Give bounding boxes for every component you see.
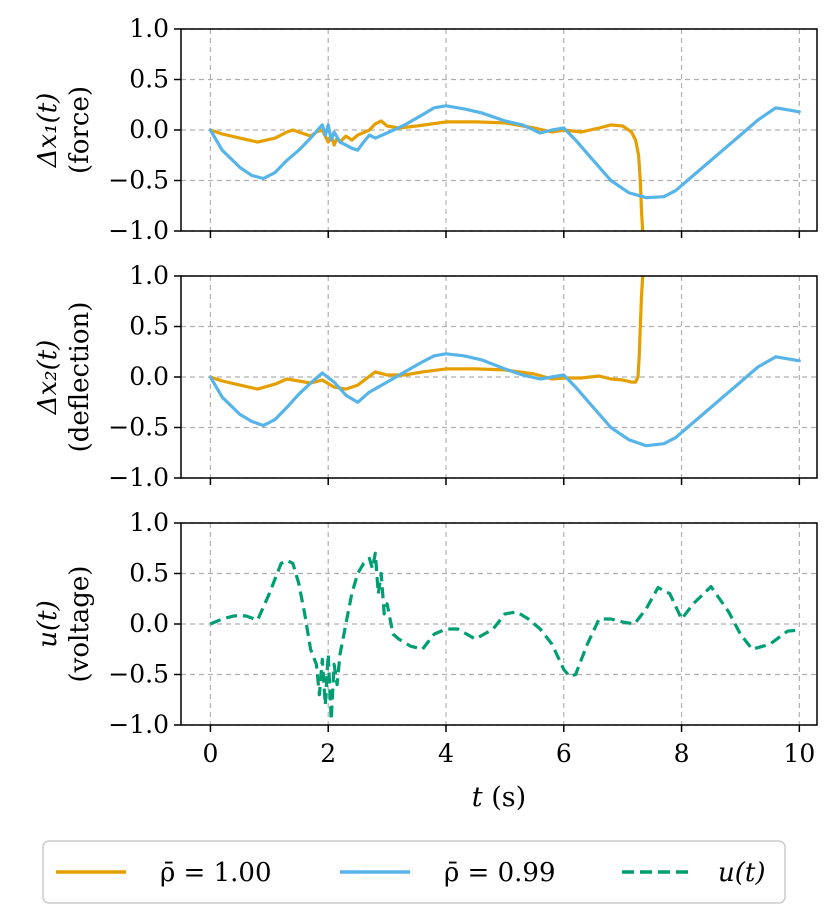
xtick-label-3: 6 (556, 739, 572, 768)
series-line-force-0 (208, 119, 645, 231)
legend-label-rho-1-00: ρ̄ = 1.00 (160, 858, 272, 888)
ylabel-main-voltage: u(t) (33, 600, 63, 647)
xtick-label-4: 8 (674, 739, 690, 768)
y-ticks-deflection: 1.0 0.5 0.0 −0.5 −1.0 (108, 261, 181, 492)
series-line-force-1 (208, 104, 801, 200)
x-ticks-voltage: 0 2 4 6 8 10 (202, 725, 815, 768)
series-line-deflection-0 (208, 276, 645, 391)
ytick-label-voltage-0: 1.0 (129, 508, 169, 537)
ylabel-main-force: Δx₁(t) (33, 93, 63, 169)
ytick-label-deflection-2: 0.0 (129, 362, 169, 391)
ylabel-sub-deflection: (deflection) (65, 302, 95, 453)
ytick-label-force-4: −1.0 (108, 216, 169, 245)
panel-deflection: 1.0 0.5 0.0 −0.5 −1.0 Δx₂(t) (deflection) (33, 261, 818, 492)
y-ticks-force: 1.0 0.5 0.0 −0.5 −1.0 (108, 14, 181, 245)
y-ticks-voltage: 1.0 0.5 0.0 −0.5 −1.0 (108, 508, 181, 739)
x-axis-label-var: t (472, 782, 483, 813)
ylabel-main-deflection: Δx₂(t) (33, 340, 63, 416)
panel-voltage: 1.0 0.5 0.0 −0.5 −1.0 0 2 4 6 8 10 u(t) (voltage) (33, 508, 818, 768)
ytick-label-voltage-2: 0.0 (129, 609, 169, 638)
series-line-voltage-0 (209, 551, 800, 722)
legend-label-u: u(t) (718, 858, 765, 888)
panel-force: 1.0 0.5 0.0 −0.5 −1.0 Δx₁(t) (force) (33, 14, 818, 245)
ytick-label-force-3: −0.5 (108, 166, 169, 195)
ylabel-sub-voltage: (voltage) (65, 566, 95, 683)
ytick-label-deflection-3: −0.5 (108, 413, 169, 442)
ytick-label-voltage-3: −0.5 (108, 660, 169, 689)
series-line-deflection-1 (208, 352, 801, 448)
ylabel-sub-force: (force) (65, 86, 95, 174)
x-ticks-force (209, 231, 801, 238)
x-axis-label: t (s) (472, 782, 526, 813)
ytick-label-deflection-1: 0.5 (129, 312, 169, 341)
legend-frame (42, 840, 786, 904)
ytick-label-deflection-4: −1.0 (108, 463, 169, 492)
ytick-label-force-1: 0.5 (129, 65, 169, 94)
ytick-label-voltage-1: 0.5 (129, 559, 169, 588)
ytick-label-force-0: 1.0 (129, 14, 169, 43)
xtick-label-1: 2 (320, 739, 336, 768)
series-group-deflection (208, 276, 801, 448)
xtick-label-2: 4 (438, 739, 454, 768)
x-axis-label-unit: (s) (491, 782, 526, 813)
xtick-label-5: 10 (783, 739, 815, 768)
series-group-force (208, 104, 801, 231)
ytick-label-voltage-4: −1.0 (108, 710, 169, 739)
series-group-voltage (209, 551, 800, 722)
ytick-label-force-2: 0.0 (129, 115, 169, 144)
legend-label-rho-0-99: ρ̄ = 0.99 (444, 858, 556, 888)
x-ticks-deflection (209, 478, 801, 485)
xtick-label-0: 0 (202, 739, 218, 768)
legend: ρ̄ = 1.00 ρ̄ = 0.99 u(t) (42, 840, 786, 904)
ytick-label-deflection-0: 1.0 (129, 261, 169, 290)
